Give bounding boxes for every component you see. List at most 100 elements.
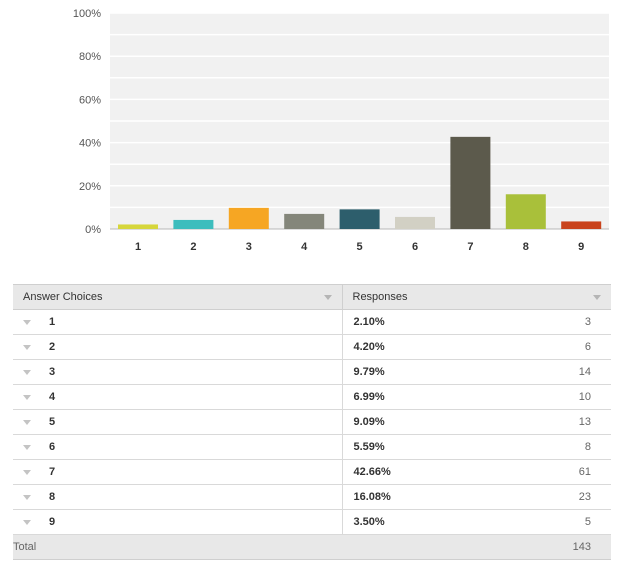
bar <box>561 221 602 229</box>
response-count: 13 <box>578 416 591 428</box>
answer-choice-label: 1 <box>49 316 56 328</box>
y-axis-ticks: 0% 20% 40% 60% 80% 100% <box>73 8 101 236</box>
y-tick-label: 20% <box>79 181 101 193</box>
response-count: 61 <box>578 466 591 478</box>
answer-choice-cell: 8 <box>13 484 343 510</box>
x-category-label: 7 <box>467 241 473 253</box>
response-percent: 2.10% <box>353 316 385 328</box>
expand-caret-icon[interactable] <box>23 369 31 375</box>
response-percent: 9.09% <box>353 416 385 428</box>
sort-caret-icon[interactable] <box>593 294 601 300</box>
answer-choice-label: 7 <box>49 466 56 478</box>
response-percent: 16.08% <box>353 491 391 503</box>
expand-caret-icon[interactable] <box>23 319 31 325</box>
bars <box>118 136 602 229</box>
answer-choice-label: 3 <box>49 366 56 378</box>
bar-chart: 0% 20% 40% 60% 80% 100% 1 2 3 4 5 6 7 8 9 <box>73 8 609 253</box>
response-count: 8 <box>584 441 591 453</box>
table-header-row: Answer Choices Responses <box>13 284 611 310</box>
response-count: 14 <box>578 366 591 378</box>
response-count: 10 <box>578 391 591 403</box>
answer-choice-label: 9 <box>49 516 56 528</box>
answer-choice-label: 8 <box>49 491 56 503</box>
response-percent: 9.79% <box>353 366 385 378</box>
table-row: 8 16.08% 23 <box>13 484 611 510</box>
sort-caret-icon[interactable] <box>323 294 332 300</box>
x-category-label: 3 <box>246 241 252 253</box>
table-row: 5 9.09% 13 <box>13 409 611 435</box>
response-percent: 4.20% <box>353 341 385 353</box>
response-cell: 3.50% 5 <box>342 509 611 535</box>
x-category-label: 8 <box>523 241 529 253</box>
total-count: 143 <box>342 534 611 560</box>
answer-choices-header[interactable]: Answer Choices <box>13 284 343 310</box>
response-count: 6 <box>584 341 591 353</box>
answer-choice-label: 5 <box>49 416 56 428</box>
expand-caret-icon[interactable] <box>23 394 31 400</box>
total-label: Total <box>13 534 342 560</box>
y-tick-label: 40% <box>79 138 101 150</box>
table-row: 1 2.10% 3 <box>13 309 611 335</box>
answer-choice-cell: 6 <box>13 434 343 460</box>
answer-choice-cell: 7 <box>13 459 343 485</box>
response-cell: 5.59% 8 <box>342 434 611 460</box>
expand-caret-icon[interactable] <box>23 444 31 450</box>
answer-choice-cell: 9 <box>13 509 343 535</box>
response-cell: 9.79% 14 <box>342 359 611 385</box>
x-category-label: 1 <box>135 241 141 253</box>
bar <box>450 136 491 229</box>
response-cell: 42.66% 61 <box>342 459 611 485</box>
table-row: 7 42.66% 61 <box>13 459 611 485</box>
response-count: 3 <box>584 316 591 328</box>
responses-header-label: Responses <box>352 291 408 303</box>
bar <box>228 207 269 229</box>
answer-choice-cell: 5 <box>13 409 343 435</box>
answer-choice-cell: 4 <box>13 384 343 410</box>
response-count: 23 <box>578 491 591 503</box>
bar <box>173 219 214 229</box>
table-row: 3 9.79% 14 <box>13 359 611 385</box>
y-tick-label: 80% <box>79 51 101 63</box>
answer-choice-cell: 2 <box>13 334 343 360</box>
x-category-label: 9 <box>578 241 584 253</box>
table-row: 4 6.99% 10 <box>13 384 611 410</box>
expand-caret-icon[interactable] <box>23 419 31 425</box>
expand-caret-icon[interactable] <box>23 344 31 350</box>
table-row: 6 5.59% 8 <box>13 434 611 460</box>
response-cell: 16.08% 23 <box>342 484 611 510</box>
responses-header[interactable]: Responses <box>342 284 611 310</box>
x-category-label: 4 <box>301 241 308 253</box>
response-percent: 42.66% <box>353 466 391 478</box>
y-tick-label: 0% <box>85 224 101 236</box>
expand-caret-icon[interactable] <box>23 469 31 475</box>
answer-choice-label: 2 <box>49 341 56 353</box>
bar <box>395 216 435 229</box>
table-body: 1 2.10% 3 2 4.20% 6 3 9.79% 14 4 6.99% 10 5 9.09% 13 6 5… <box>13 309 611 535</box>
answer-choice-cell: 3 <box>13 359 343 385</box>
expand-caret-icon[interactable] <box>23 519 31 525</box>
answer-choice-label: 6 <box>49 441 56 453</box>
x-category-label: 2 <box>190 241 196 253</box>
response-count: 5 <box>584 516 591 528</box>
x-category-label: 5 <box>357 241 363 253</box>
bar <box>505 194 546 229</box>
answer-choice-label: 4 <box>49 391 56 403</box>
x-axis-labels: 1 2 3 4 5 6 7 8 9 <box>135 241 584 253</box>
answer-choice-cell: 1 <box>13 309 343 335</box>
table-row: 9 3.50% 5 <box>13 509 611 535</box>
response-percent: 6.99% <box>353 391 385 403</box>
bar <box>284 213 325 229</box>
answer-choices-header-label: Answer Choices <box>23 291 103 303</box>
x-category-label: 6 <box>412 241 418 253</box>
y-tick-label: 100% <box>73 8 101 20</box>
response-cell: 9.09% 13 <box>342 409 611 435</box>
response-percent: 3.50% <box>353 516 385 528</box>
results-table: Answer Choices Responses 1 2.10% 3 2 4.20% 6 3… <box>13 284 611 560</box>
total-row: Total 143 <box>13 534 611 560</box>
table-row: 2 4.20% 6 <box>13 334 611 360</box>
expand-caret-icon[interactable] <box>23 494 31 500</box>
response-cell: 2.10% 3 <box>342 309 611 335</box>
bar <box>118 224 158 229</box>
response-cell: 6.99% 10 <box>342 384 611 410</box>
response-percent: 5.59% <box>353 441 385 453</box>
